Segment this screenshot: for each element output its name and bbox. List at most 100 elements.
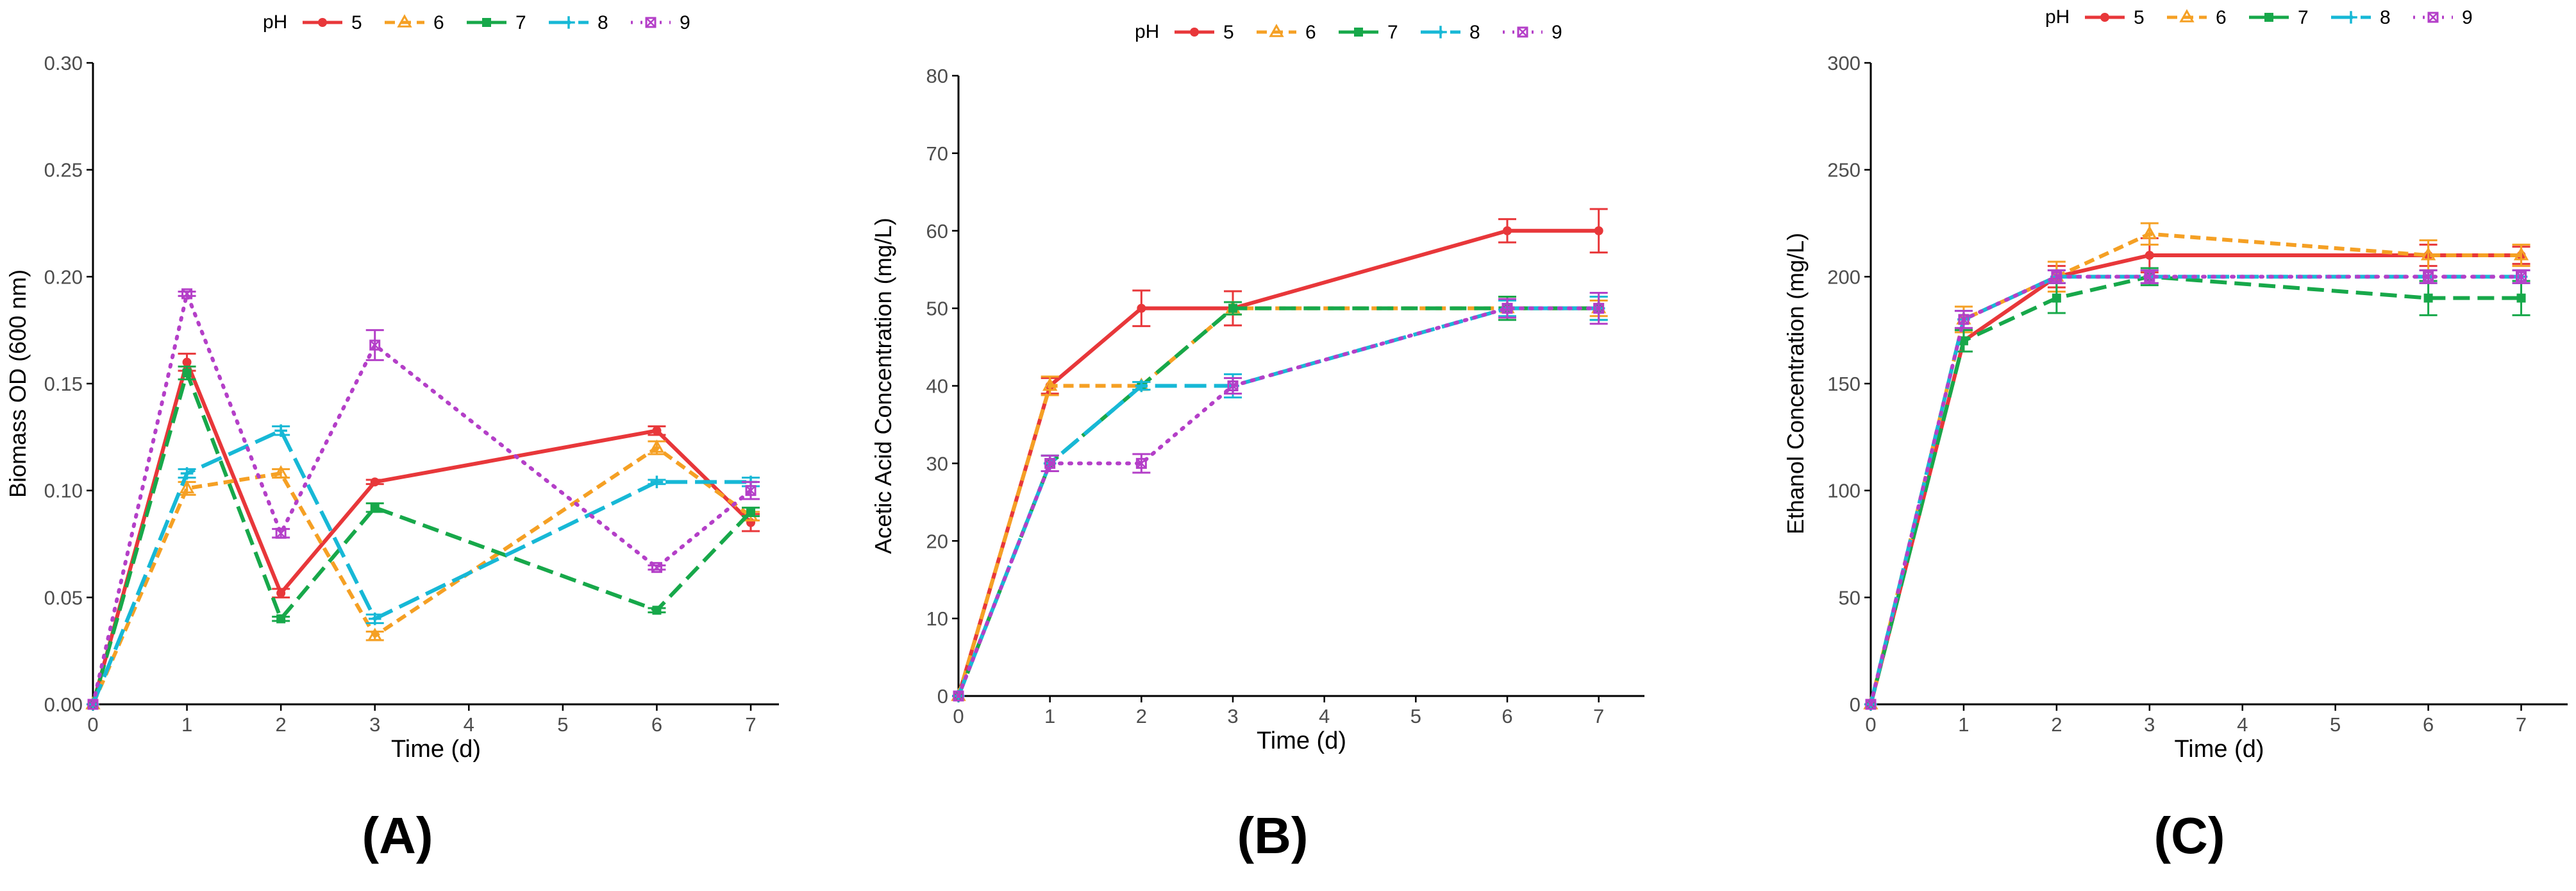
data-point — [276, 614, 286, 624]
legend-marker — [1354, 28, 1363, 37]
data-point — [370, 477, 380, 487]
x-tick-label: 7 — [2516, 713, 2527, 736]
x-tick-label: 3 — [369, 713, 380, 736]
x-tick-label: 6 — [651, 713, 662, 736]
series-ph8 — [87, 424, 760, 711]
x-tick-label: 4 — [2237, 713, 2248, 736]
data-point — [2516, 293, 2526, 303]
data-point — [2423, 271, 2434, 282]
x-tick-label: 4 — [1319, 705, 1330, 727]
x-tick-label: 0 — [953, 705, 964, 727]
x-tick-label: 6 — [2423, 713, 2434, 736]
y-tick-label: 70 — [926, 142, 948, 165]
legend-label: 7 — [1387, 22, 1398, 43]
series-line — [957, 228, 1599, 697]
data-point — [1044, 457, 1056, 469]
legend-label: 6 — [1305, 22, 1316, 43]
data-point — [1135, 379, 1148, 393]
y-tick-label: 20 — [926, 530, 948, 552]
y-tick-label: 0.10 — [44, 480, 83, 502]
data-point — [276, 588, 286, 598]
data-point — [2516, 271, 2527, 282]
y-tick-label: 0.30 — [44, 52, 83, 74]
data-point — [2142, 225, 2157, 239]
y-tick-label: 250 — [1827, 159, 1861, 182]
data-point — [369, 339, 381, 351]
legend-marker — [2427, 12, 2439, 23]
legend-marker — [482, 18, 491, 27]
data-point — [1958, 314, 1970, 325]
legend: pH 5 6 7 8 9 — [2045, 6, 2473, 28]
y-axis-label: Acetic Acid Concentration (mg/L) — [870, 217, 896, 554]
y-tick-label: 0 — [937, 685, 948, 708]
data-point — [273, 465, 289, 479]
series-ph5 — [88, 352, 760, 709]
x-axis-label: Time (d) — [391, 736, 481, 763]
legend-item-ph5: 5 — [1175, 22, 1234, 43]
legend-marker — [397, 14, 412, 28]
legend-label: 6 — [433, 12, 444, 33]
y-tick-label: 60 — [926, 220, 948, 242]
series-line — [957, 306, 1599, 697]
data-point — [368, 612, 381, 625]
y-tick-label: 50 — [926, 298, 948, 320]
data-point — [2144, 271, 2155, 282]
x-tick-label: 3 — [2144, 713, 2155, 736]
data-point — [1593, 303, 1605, 314]
x-tick-label: 2 — [1136, 705, 1147, 727]
series-ph9 — [953, 291, 1608, 702]
y-tick-label: 0.05 — [44, 586, 83, 609]
x-tick-label: 1 — [181, 713, 192, 736]
x-tick-label: 5 — [557, 713, 568, 736]
legend-item-ph9: 9 — [631, 12, 690, 33]
x-tick-label: 7 — [745, 713, 756, 736]
legend-label: 5 — [351, 12, 362, 33]
data-point — [2420, 247, 2436, 260]
data-point — [651, 562, 662, 573]
x-tick-label: 4 — [464, 713, 474, 736]
y-tick-label: 30 — [926, 452, 948, 475]
data-point — [370, 503, 380, 513]
panel-label: (A) — [362, 807, 433, 864]
data-point — [2052, 293, 2061, 303]
chart-panel-a: 0.00 0.05 0.10 0.15 0.20 0.25 0.30 0 1 2 3 4 5 6 7 Time… — [4, 12, 779, 864]
legend-marker — [1269, 24, 1284, 37]
legend-label: 5 — [1223, 22, 1234, 43]
data-point — [1228, 303, 1237, 313]
y-tick-label: 100 — [1827, 480, 1861, 502]
series-line — [957, 306, 1601, 698]
data-point — [649, 439, 665, 453]
data-point — [1865, 699, 1877, 710]
data-point — [181, 288, 193, 300]
legend-item-ph5: 5 — [2085, 7, 2145, 28]
legend-title: pH — [263, 12, 287, 33]
data-point — [182, 368, 192, 378]
legend-item-ph7: 7 — [467, 12, 526, 33]
legend-label: 9 — [2462, 7, 2473, 28]
legend-label: 6 — [2216, 7, 2227, 28]
x-axis-label: Time (d) — [2174, 736, 2264, 763]
x-tick-label: 1 — [1958, 713, 1969, 736]
data-point — [182, 357, 192, 367]
data-point — [2423, 293, 2433, 303]
legend-marker — [645, 17, 657, 28]
chart-panel-c: 0 50 100 150 200 250 300 0 1 2 3 4 5 6 7 Time (d) Ethano… — [1782, 6, 2568, 864]
series-ph9 — [87, 288, 760, 710]
y-tick-label: 0 — [1850, 693, 1861, 716]
data-point — [652, 426, 662, 436]
legend-item-ph6: 6 — [2167, 7, 2227, 28]
data-point — [1594, 226, 1603, 235]
data-point — [1959, 336, 1968, 346]
legend-title: pH — [1135, 21, 1159, 42]
data-point — [1503, 226, 1512, 235]
y-tick-label: 40 — [926, 375, 948, 398]
legend-item-ph5: 5 — [303, 12, 362, 33]
legend-marker — [1190, 28, 1199, 37]
y-tick-label: 200 — [1827, 266, 1861, 288]
legend-label: 8 — [1469, 22, 1480, 43]
data-point — [274, 424, 287, 437]
series-ph9 — [1865, 269, 2530, 710]
x-tick-label: 0 — [87, 713, 98, 736]
legend-label: 8 — [2380, 7, 2391, 28]
data-point — [1501, 303, 1513, 314]
